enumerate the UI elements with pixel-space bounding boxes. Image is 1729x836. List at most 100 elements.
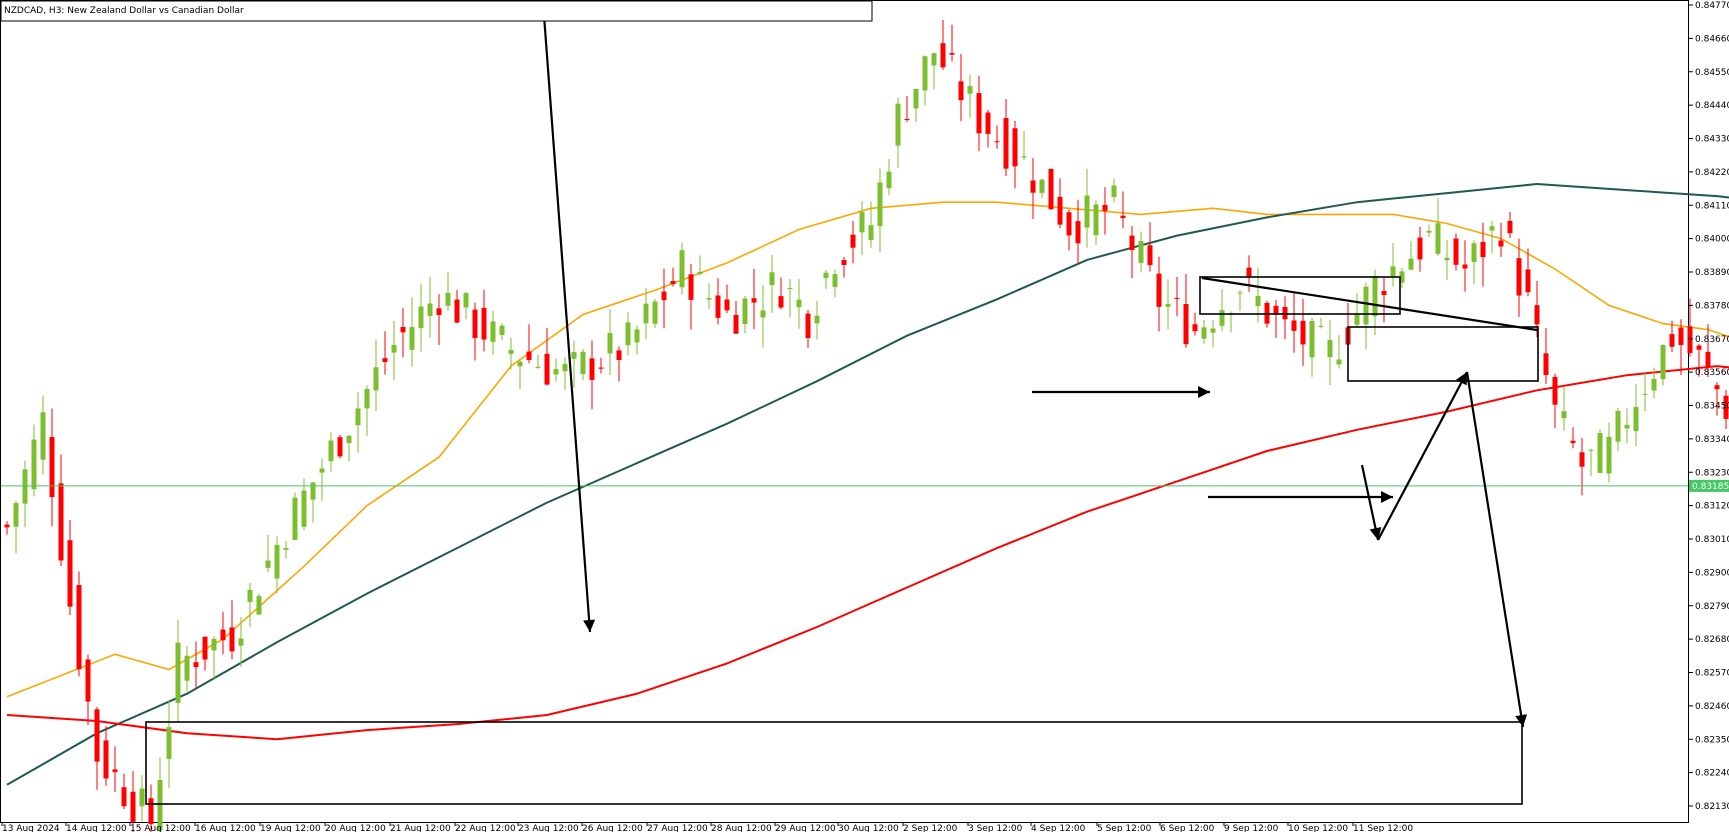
candle: [139, 775, 145, 822]
candle: [994, 125, 1000, 149]
candle: [1102, 187, 1108, 235]
candle: [490, 310, 496, 355]
candle: [1372, 269, 1378, 336]
y-tick-label: 0.82790: [1695, 602, 1729, 612]
candle: [778, 277, 784, 310]
candle: [121, 773, 127, 809]
candle: [472, 302, 478, 361]
candle: [571, 340, 577, 388]
candle: [1138, 231, 1144, 273]
candle: [787, 278, 793, 318]
y-tick-label: 0.84330: [1695, 135, 1729, 145]
candle: [769, 254, 775, 313]
candle: [49, 408, 55, 527]
candle: [1543, 327, 1549, 384]
x-tick-label: 5 Sep 12:00: [1097, 824, 1152, 832]
x-tick-label: 27 Aug 12:00: [647, 824, 708, 832]
candle: [823, 269, 829, 289]
candle: [85, 654, 91, 726]
candle: [1093, 200, 1099, 245]
candle: [1435, 198, 1441, 256]
y-tick-label: 0.83230: [1695, 468, 1729, 478]
candle: [292, 492, 298, 541]
candle: [1120, 191, 1126, 229]
candle: [1642, 373, 1648, 412]
candle: [1408, 240, 1414, 270]
y-tick-label: 0.82900: [1695, 568, 1729, 578]
candle: [643, 287, 649, 340]
candle: [958, 53, 964, 122]
support-arrow-upper: [1032, 386, 1210, 398]
x-tick-label: 2 Sep 12:00: [903, 824, 958, 832]
x-tick-label: 11 Sep 12:00: [1353, 824, 1413, 832]
candle: [1705, 324, 1711, 378]
candle: [337, 434, 343, 459]
candle: [679, 242, 685, 295]
moving-average-red: [6, 365, 1729, 741]
candle: [1696, 343, 1702, 377]
y-tick-label: 0.84770: [1695, 1, 1729, 11]
y-tick-label: 0.84220: [1695, 168, 1729, 178]
candle: [1309, 318, 1315, 377]
candle: [463, 291, 469, 320]
projection-arrow-down: [1360, 464, 1382, 541]
candle: [22, 460, 28, 528]
candle: [40, 395, 46, 475]
candle: [589, 340, 595, 410]
candle: [184, 645, 190, 692]
candle: [1489, 220, 1495, 254]
candle: [400, 307, 406, 358]
candle: [166, 701, 172, 789]
candle: [1552, 373, 1558, 429]
candle: [1183, 273, 1189, 348]
candle: [436, 294, 442, 346]
candle: [103, 726, 109, 786]
candle: [1462, 240, 1468, 292]
candle: [1651, 367, 1657, 399]
candle: [94, 706, 100, 790]
y-tick-label: 0.83450: [1695, 402, 1729, 412]
x-tick-label: 21 Aug 12:00: [390, 824, 451, 832]
candle: [1237, 290, 1243, 312]
candle: [805, 309, 811, 348]
candle: [1147, 222, 1153, 272]
candle: [1363, 282, 1369, 350]
candle: [1282, 296, 1288, 340]
y-tick-label: 0.82680: [1695, 635, 1729, 645]
y-tick-label: 0.83120: [1695, 502, 1729, 512]
candle: [418, 283, 424, 352]
candle: [1381, 277, 1387, 323]
candle: [1174, 277, 1180, 317]
candle: [1336, 335, 1342, 369]
candle: [1165, 279, 1171, 330]
candle: [607, 309, 613, 375]
candle: [688, 263, 694, 330]
candle: [445, 272, 451, 311]
candle: [1030, 157, 1036, 220]
y-tick-label: 0.82460: [1695, 702, 1729, 712]
candle: [1570, 427, 1576, 449]
candle: [1129, 226, 1135, 279]
candle: [1111, 178, 1117, 203]
x-tick-label: 26 Aug 12:00: [582, 824, 643, 832]
candle: [1615, 408, 1621, 452]
candle: [391, 321, 397, 381]
candle: [1021, 130, 1027, 161]
candle: [1210, 320, 1216, 348]
candle: [670, 267, 676, 287]
candle: [1354, 292, 1360, 328]
candle: [1480, 222, 1486, 287]
x-tick-label: 4 Sep 12:00: [1031, 824, 1086, 832]
candle: [76, 571, 82, 677]
x-tick-label: 14 Aug 12:00: [66, 824, 127, 832]
candle: [67, 519, 73, 616]
y-tick-label: 0.84110: [1695, 201, 1729, 211]
candle: [1426, 224, 1432, 238]
candle: [328, 432, 334, 473]
y-tick-label: 0.83890: [1695, 268, 1729, 278]
candle: [1687, 298, 1693, 357]
candle: [355, 392, 361, 453]
candle: [553, 358, 559, 382]
candle: [1498, 222, 1504, 257]
candle: [238, 616, 244, 667]
